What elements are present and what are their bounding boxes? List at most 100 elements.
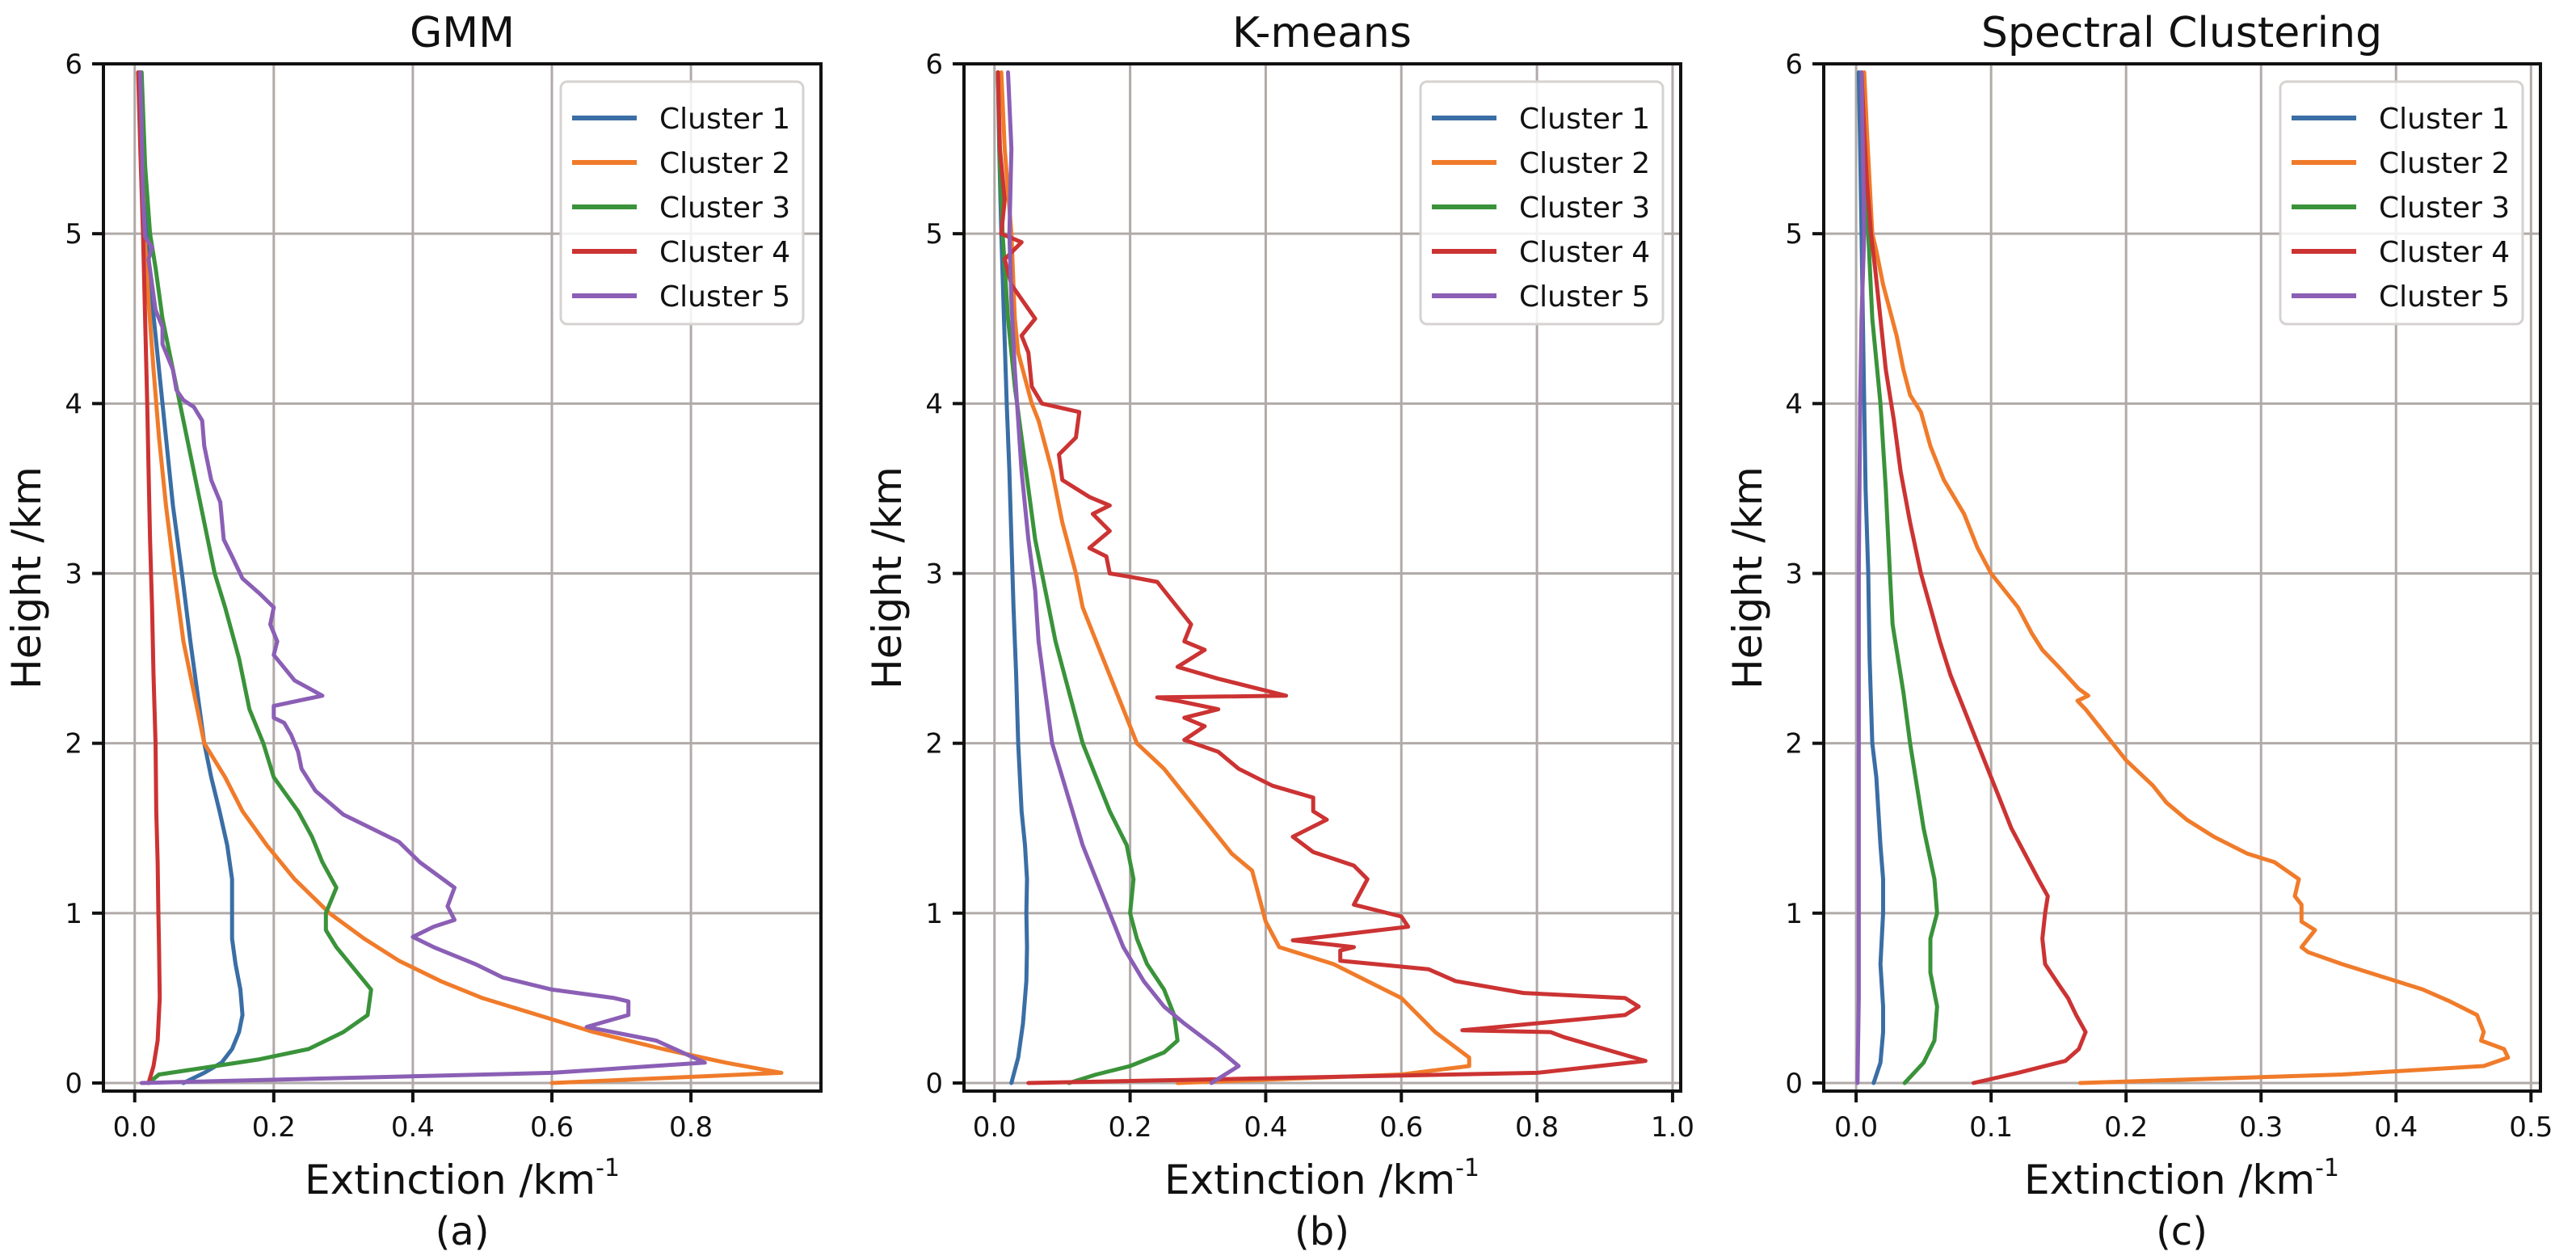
legend-item: Cluster 5 [1432, 280, 1650, 314]
y-tick-label: 0 [65, 1068, 82, 1100]
series-group [995, 70, 1648, 1085]
x-tick-label: 0.8 [669, 1111, 713, 1144]
legend-item: Cluster 2 [572, 147, 790, 180]
legend-box [559, 80, 805, 326]
y-tick-label: 6 [1785, 48, 1803, 81]
legend-item: Cluster 5 [572, 280, 790, 314]
x-tick-label: 0.5 [2509, 1111, 2553, 1144]
series-line-cluster-2 [137, 70, 784, 1085]
y-tick-label: 6 [925, 48, 943, 81]
series-line-cluster-4 [136, 70, 162, 1085]
legend: Cluster 1 Cluster 2 Cluster 3 Cluster 4 Clus… [559, 80, 805, 326]
axes-frame [102, 62, 823, 1093]
series-line-cluster-1 [138, 70, 245, 1085]
series-line-cluster-5 [1006, 70, 1241, 1085]
x-tick-label: 0.0 [973, 1111, 1017, 1144]
y-tick-label: 0 [925, 1068, 943, 1100]
x-axis-label: Extinction /km-1 [1164, 1154, 1480, 1203]
x-axis-label-text: Extinction /km [2024, 1157, 2315, 1203]
x-tick-label: 0.1 [1969, 1111, 2013, 1144]
legend-item: Cluster 2 [2292, 147, 2510, 180]
x-tick-label: 0.3 [2239, 1111, 2283, 1144]
y-tick-label: 3 [1785, 558, 1803, 591]
x-axis-label-superscript: -1 [2315, 1154, 2339, 1182]
x-tick-label: 0.0 [1834, 1111, 1878, 1144]
x-tick-label: 0.8 [1515, 1111, 1559, 1144]
x-axis-label-superscript: -1 [596, 1154, 620, 1182]
y-tick-label: 2 [925, 728, 943, 761]
y-axis-label: Height /km [864, 466, 911, 689]
y-tick-label: 2 [1785, 728, 1803, 761]
legend-label: Cluster 1 [2379, 103, 2510, 136]
panel-title: Spectral Clustering [1981, 9, 2382, 57]
legend-label: Cluster 1 [1519, 103, 1650, 136]
legend-label: Cluster 4 [659, 236, 790, 269]
x-tick-label: 0.2 [252, 1111, 296, 1144]
legend-item: Cluster 3 [572, 192, 790, 225]
series-group [136, 70, 784, 1085]
x-tick-label: 0.4 [2374, 1111, 2418, 1144]
series-line-cluster-4 [995, 70, 1648, 1085]
panel-title: GMM [410, 9, 515, 57]
legend-label: Cluster 5 [659, 280, 790, 314]
x-tick-label: 0.2 [1109, 1111, 1152, 1144]
legend-item: Cluster 4 [2292, 236, 2510, 269]
legend-label: Cluster 2 [659, 147, 790, 180]
axes-frame [1822, 62, 2542, 1093]
x-tick-label: 0.0 [113, 1111, 157, 1144]
y-tick-label: 5 [925, 218, 943, 251]
y-axis-label: Height /km [3, 466, 50, 689]
legend-item: Cluster 2 [1432, 147, 1650, 180]
x-axis-label: Extinction /km-1 [305, 1154, 620, 1203]
axes-frame [962, 62, 1682, 1093]
panel-caption: (c) [2156, 1209, 2208, 1254]
legend-item: Cluster 3 [2292, 192, 2510, 225]
x-tick-label: 0.2 [2104, 1111, 2148, 1144]
panel-gmm: GMM Height /km Extinction /km-1 (a) 0.0 0… [3, 9, 823, 1254]
legend-label: Cluster 4 [2379, 236, 2510, 269]
x-axis-label-text: Extinction /km [305, 1157, 596, 1203]
x-tick-label: 0.4 [391, 1111, 435, 1144]
y-tick-label: 6 [65, 48, 82, 81]
series-line-cluster-2 [999, 70, 1471, 1085]
y-tick-label: 2 [65, 728, 82, 761]
y-tick-label: 5 [65, 218, 82, 251]
series-line-cluster-1 [995, 70, 1029, 1085]
legend-label: Cluster 3 [659, 192, 790, 225]
legend-item: Cluster 4 [572, 236, 790, 269]
series-line-cluster-4 [1859, 70, 2088, 1085]
x-axis-label-text: Extinction /km [1164, 1157, 1455, 1203]
series-line-cluster-3 [1859, 70, 1939, 1085]
x-axis-label: Extinction /km-1 [2024, 1154, 2339, 1203]
panel-kmeans: K-means Height /km Extinction /km-1 (b) … [864, 9, 1694, 1254]
panel-caption: (b) [1294, 1209, 1349, 1254]
panel-caption: (a) [436, 1209, 490, 1254]
legend-item: Cluster 4 [1432, 236, 1650, 269]
legend-item: Cluster 1 [572, 103, 790, 136]
legend: Cluster 1 Cluster 2 Cluster 3 Cluster 4 Clus… [1419, 80, 1665, 326]
legend-box [2279, 80, 2524, 326]
legend-label: Cluster 2 [2379, 147, 2510, 180]
panel-title: K-means [1232, 9, 1412, 57]
x-tick-label: 0.6 [530, 1111, 574, 1144]
y-tick-label: 5 [1785, 218, 1803, 251]
legend-item: Cluster 3 [1432, 192, 1650, 225]
y-tick-label: 3 [65, 558, 82, 591]
panel-spectral: Spectral Clustering Height /km Extinctio… [1724, 9, 2553, 1254]
x-tick-label: 0.4 [1244, 1111, 1287, 1144]
legend-box [1419, 80, 1665, 326]
legend: Cluster 1 Cluster 2 Cluster 3 Cluster 4 Clus… [2279, 80, 2524, 326]
series-line-cluster-5 [138, 70, 707, 1085]
x-axis-label-superscript: -1 [1455, 1154, 1480, 1182]
legend-label: Cluster 2 [1519, 147, 1650, 180]
x-tick-label: 1.0 [1651, 1111, 1694, 1144]
legend-label: Cluster 3 [2379, 192, 2510, 225]
legend-item: Cluster 1 [1432, 103, 1650, 136]
grid [1824, 62, 2540, 1091]
legend-label: Cluster 3 [1519, 192, 1650, 225]
y-tick-label: 1 [925, 898, 943, 930]
legend-item: Cluster 1 [2292, 103, 2510, 136]
series-line-cluster-2 [1862, 70, 2511, 1085]
y-tick-label: 0 [1785, 1068, 1803, 1100]
